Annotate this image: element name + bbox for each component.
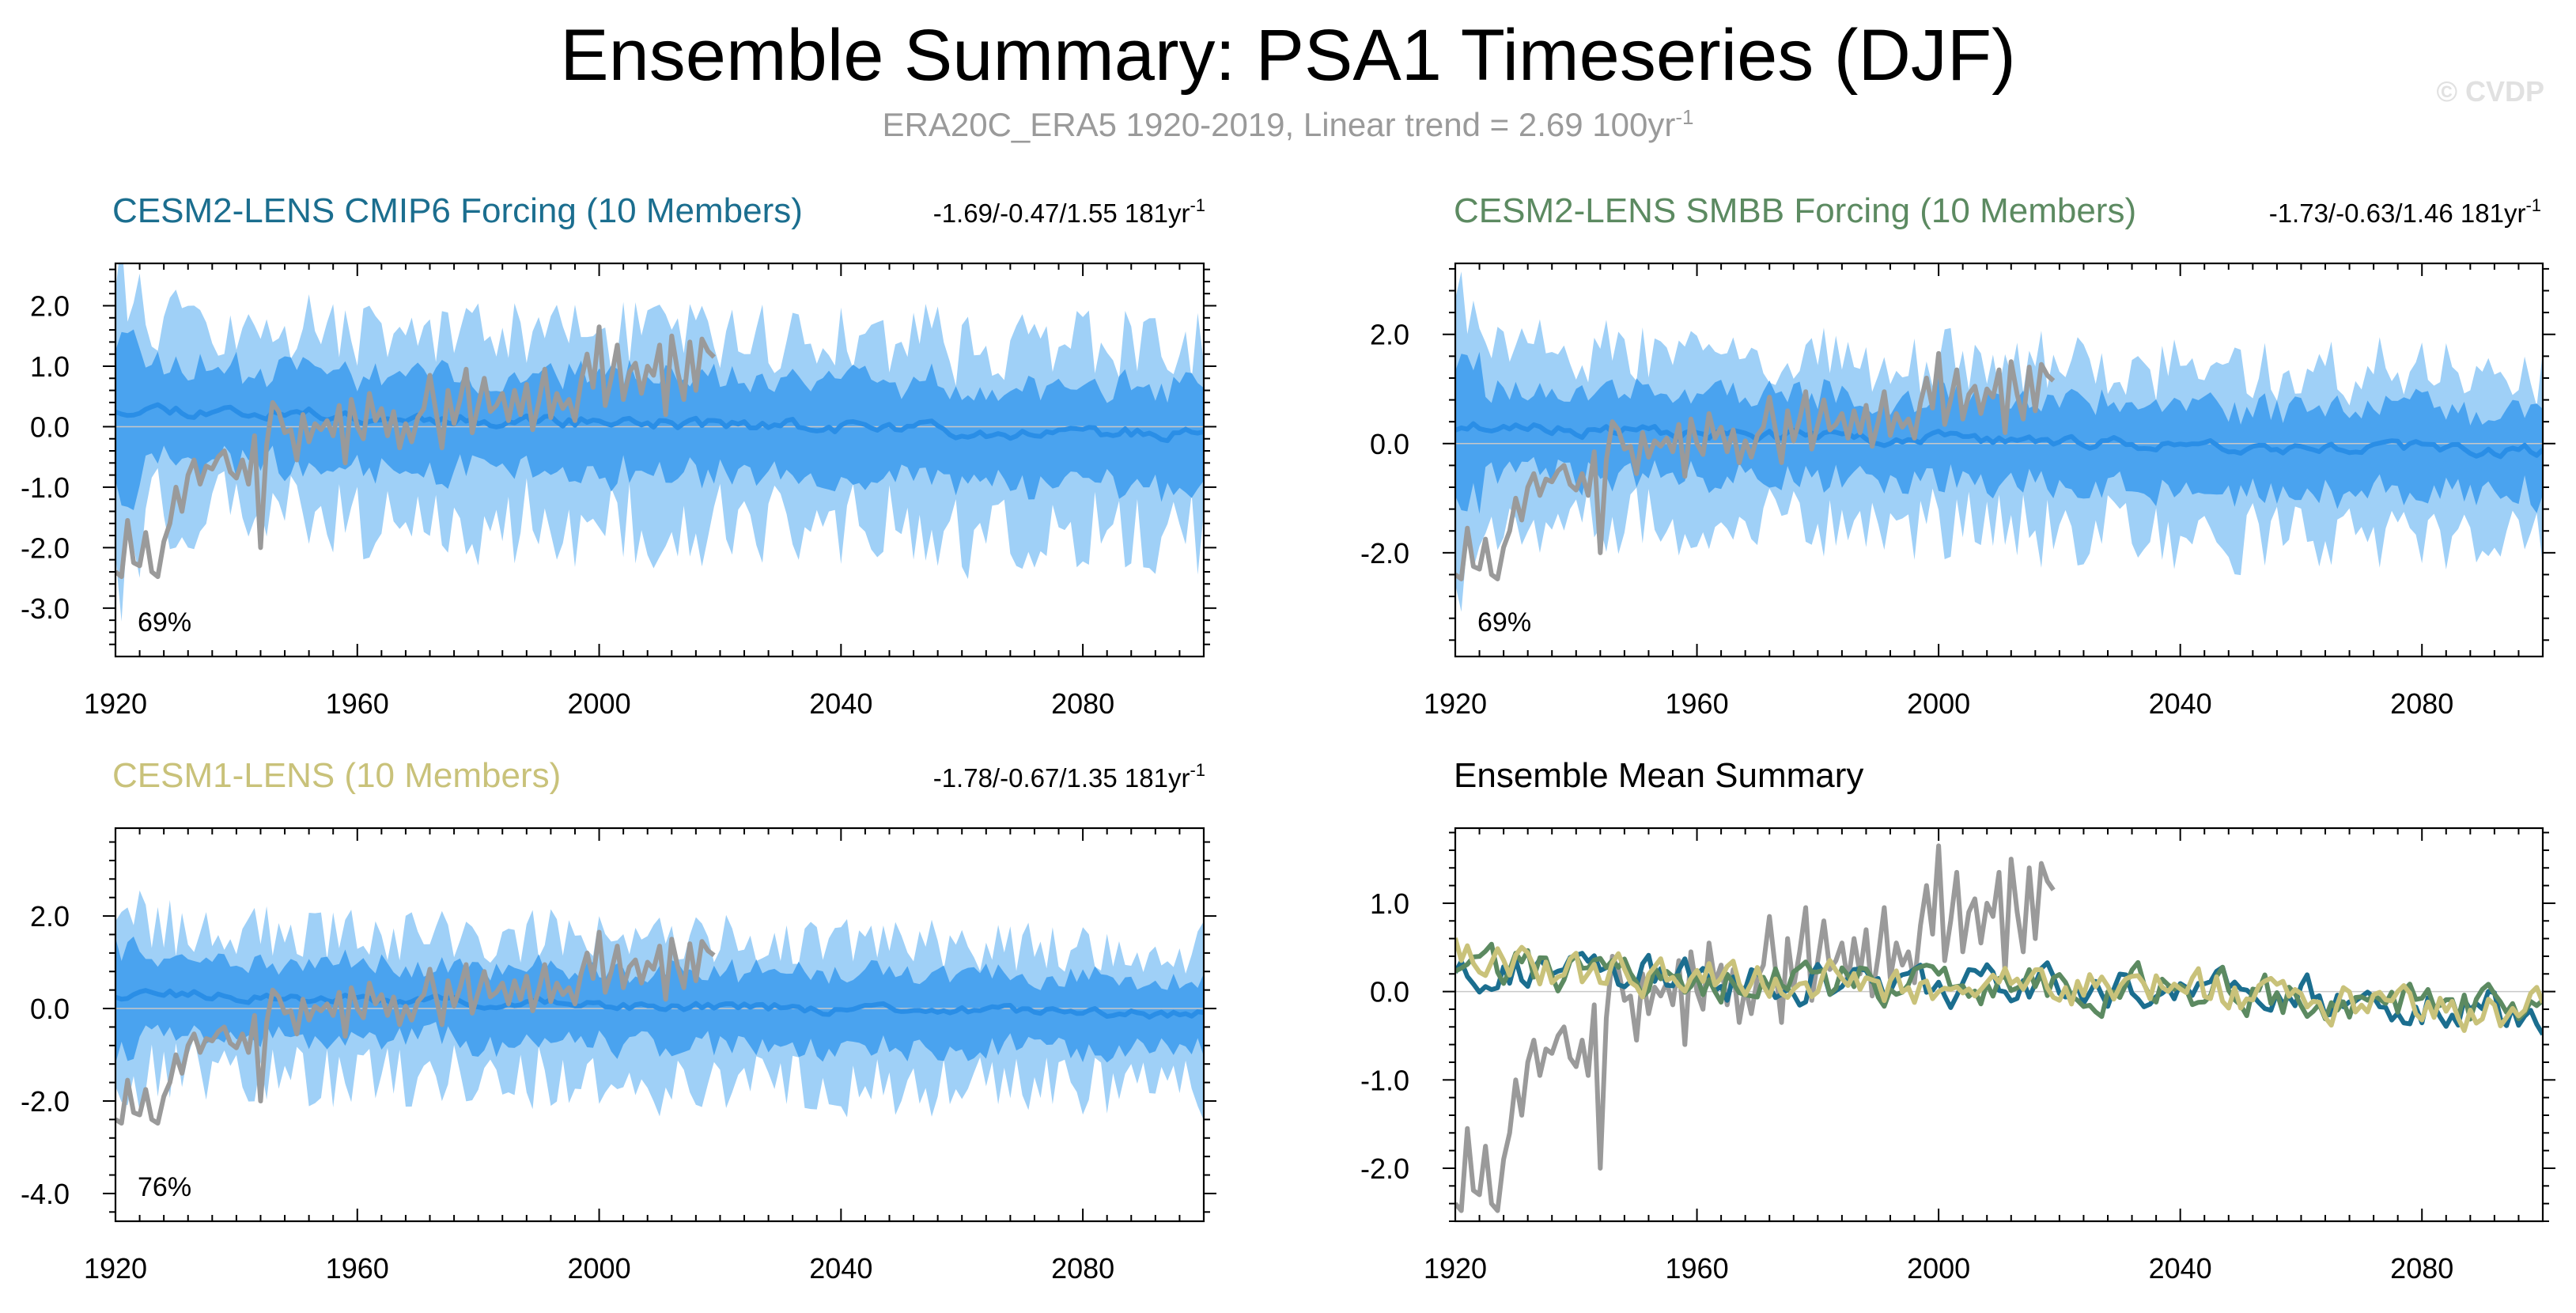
plot-frame <box>114 827 1205 1223</box>
inner-spread-band <box>1455 351 2543 514</box>
percent-label: 69% <box>138 607 191 638</box>
panel-stats: -1.69/-0.47/1.55 181yr-1 <box>933 195 1205 228</box>
y-tick-label: 2.0 <box>1370 319 1409 351</box>
x-tick-label: 2000 <box>1907 1252 1970 1285</box>
y-tick-label: 0.0 <box>30 993 70 1025</box>
percent-label: 76% <box>138 1172 191 1202</box>
panel-bottom-right: Ensemble Mean Summary 1920 1960 2000 2040 208… <box>1360 756 2555 1285</box>
percent-label: 69% <box>1477 607 1531 638</box>
plot-frame <box>1454 262 2544 658</box>
page-subtitle: ERA20C_ERA5 1920-2019, Linear trend = 2.… <box>0 105 2576 144</box>
subtitle-exponent: -1 <box>1675 105 1694 129</box>
inner-spread-band <box>115 937 1204 1064</box>
plot-frame <box>1454 827 2544 1223</box>
y-tick-label: 0.0 <box>1370 976 1409 1008</box>
y-tick-label: 2.0 <box>30 290 70 323</box>
plot-area <box>1455 271 2543 612</box>
stats-exponent: -1 <box>1190 760 1205 780</box>
y-tick-label: 0.0 <box>1370 428 1409 460</box>
x-tick-label: 1920 <box>84 687 147 720</box>
stats-text: -1.69/-0.47/1.55 181yr <box>933 199 1190 228</box>
panel-title: CESM2-LENS CMIP6 Forcing (10 Members) <box>112 191 803 230</box>
panel-stats: -1.78/-0.67/1.35 181yr-1 <box>933 760 1205 793</box>
plot-frame <box>114 262 1205 658</box>
x-tick-label: 2040 <box>809 1252 872 1285</box>
panel-bottom-left: CESM1-LENS (10 Members) -1.78/-0.67/1.35 … <box>21 756 1216 1285</box>
y-tick-label: 0.0 <box>30 411 70 443</box>
y-tick-label: -2.0 <box>1360 1152 1409 1185</box>
page-title: Ensemble Summary: PSA1 Timeseries (DJF) <box>560 15 2016 96</box>
y-tick-label: -2.0 <box>21 532 70 564</box>
x-tick-label: 2040 <box>809 687 872 720</box>
x-tick-label: 2000 <box>568 1252 631 1285</box>
plot-area <box>1455 843 2543 1213</box>
stats-exponent: -1 <box>1190 195 1205 215</box>
subtitle-text: ERA20C_ERA5 1920-2019, Linear trend = 2.… <box>882 106 1676 143</box>
panel-top-right: CESM2-LENS SMBB Forcing (10 Members) -1.7… <box>1360 191 2555 720</box>
observed-line <box>115 929 716 1126</box>
stats-exponent: -1 <box>2525 195 2541 215</box>
y-tick-label: 1.0 <box>30 350 70 383</box>
series-line-cesm1-lens <box>1455 937 2543 1033</box>
y-tick-label: -3.0 <box>21 592 70 625</box>
y-tick-label: -2.0 <box>21 1085 70 1118</box>
y-tick-label: -1.0 <box>1360 1064 1409 1096</box>
plot-area <box>115 890 1204 1126</box>
stats-text: -1.78/-0.67/1.35 181yr <box>933 763 1190 793</box>
x-tick-label: 2000 <box>1907 687 1970 720</box>
x-tick-label: 2040 <box>2149 1252 2212 1285</box>
series-line-era20c-era5 <box>1455 843 2056 1213</box>
x-tick-label: 2080 <box>1051 687 1114 720</box>
observed-line <box>115 324 716 580</box>
ensemble-mean-line <box>115 988 1204 1020</box>
ensemble-mean-line <box>115 402 1204 444</box>
observed-line <box>1455 350 2056 581</box>
x-tick-label: 1920 <box>1424 687 1487 720</box>
x-tick-label: 2080 <box>2390 687 2453 720</box>
x-tick-label: 2000 <box>568 687 631 720</box>
panel-title: Ensemble Mean Summary <box>1454 756 1863 795</box>
y-tick-label: -4.0 <box>21 1178 70 1210</box>
ensemble-mean-line <box>1455 421 2543 460</box>
panel-stats: -1.73/-0.63/1.46 181yr-1 <box>2269 195 2541 228</box>
x-tick-label: 1920 <box>1424 1252 1487 1285</box>
y-tick-label: 1.0 <box>1370 887 1409 920</box>
x-tick-label: 1960 <box>326 1252 389 1285</box>
y-tick-label: -2.0 <box>1360 537 1409 569</box>
x-tick-label: 1960 <box>1666 687 1729 720</box>
panel-top-left: CESM2-LENS CMIP6 Forcing (10 Members) -1.… <box>21 191 1216 720</box>
y-tick-label: 2.0 <box>30 900 70 933</box>
panel-title: CESM2-LENS SMBB Forcing (10 Members) <box>1454 191 2136 230</box>
stats-text: -1.73/-0.63/1.46 181yr <box>2269 199 2526 228</box>
x-tick-label: 2040 <box>2149 687 2212 720</box>
x-tick-label: 1960 <box>326 687 389 720</box>
cvdp-watermark: © CVDP <box>2436 75 2544 108</box>
panel-title: CESM1-LENS (10 Members) <box>112 756 561 795</box>
x-tick-label: 2080 <box>1051 1252 1114 1285</box>
x-tick-label: 1960 <box>1666 1252 1729 1285</box>
x-tick-label: 1920 <box>84 1252 147 1285</box>
plot-area <box>115 263 1204 622</box>
x-tick-label: 2080 <box>2390 1252 2453 1285</box>
y-tick-label: -1.0 <box>21 471 70 504</box>
